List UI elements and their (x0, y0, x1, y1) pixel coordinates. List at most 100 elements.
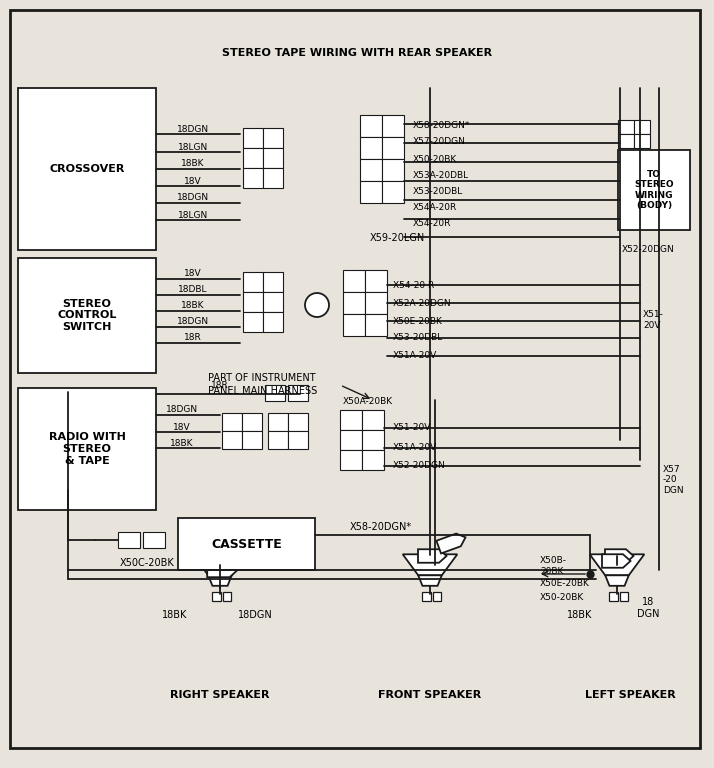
Text: X50B-
20BK: X50B- 20BK (540, 556, 567, 576)
Bar (243, 148, 263, 168)
Polygon shape (590, 554, 644, 575)
Bar (268, 431, 288, 449)
Text: X50E-20BK: X50E-20BK (393, 316, 443, 326)
Polygon shape (605, 575, 629, 586)
Bar (634, 120, 650, 134)
Bar (365, 292, 387, 314)
Bar (243, 272, 263, 292)
Bar (362, 450, 384, 470)
Text: 18DGN: 18DGN (166, 406, 198, 415)
Bar (340, 450, 362, 470)
Text: X59-20LGN: X59-20LGN (370, 233, 426, 243)
Bar (610, 592, 618, 601)
Bar (263, 292, 283, 312)
Bar (213, 592, 221, 601)
Text: 18BK: 18BK (181, 160, 205, 168)
Bar (365, 270, 387, 292)
Text: CROSSOVER: CROSSOVER (49, 164, 125, 174)
Text: 18V: 18V (184, 177, 202, 186)
Polygon shape (208, 549, 236, 563)
Bar (618, 134, 634, 148)
Bar (343, 314, 365, 336)
Text: STEREO
CONTROL
SWITCH: STEREO CONTROL SWITCH (57, 299, 116, 332)
Text: X53-20DBL: X53-20DBL (393, 333, 443, 343)
Bar (362, 430, 384, 450)
Bar (242, 413, 262, 431)
Text: X50-20BK: X50-20BK (540, 594, 584, 603)
Text: 18LGN: 18LGN (178, 210, 208, 220)
Text: 18BK: 18BK (568, 610, 593, 620)
Text: X53-20DBL: X53-20DBL (413, 187, 463, 196)
Text: X52A-20DGN: X52A-20DGN (393, 299, 452, 307)
Text: 18DBL: 18DBL (178, 286, 208, 294)
Text: X54A-20R: X54A-20R (413, 203, 457, 211)
Polygon shape (418, 549, 446, 563)
Bar (118, 532, 140, 548)
Text: 18DGN: 18DGN (238, 610, 272, 620)
Bar (340, 410, 362, 430)
Polygon shape (605, 549, 633, 563)
Bar (243, 292, 263, 312)
Text: X54-20R: X54-20R (413, 220, 451, 229)
Bar (18, 258, 156, 373)
Text: 18DGN: 18DGN (177, 194, 209, 203)
Bar (618, 150, 690, 230)
Bar (288, 385, 308, 401)
Bar (360, 115, 382, 137)
Text: X50A-20BK: X50A-20BK (343, 398, 393, 406)
Bar (288, 431, 308, 449)
Text: STEREO TAPE WIRING WITH REAR SPEAKER: STEREO TAPE WIRING WITH REAR SPEAKER (222, 48, 492, 58)
Bar (360, 159, 382, 181)
Polygon shape (207, 563, 238, 578)
Bar (263, 148, 283, 168)
Bar (362, 410, 384, 430)
Text: 18V: 18V (174, 422, 191, 432)
Bar (242, 431, 262, 449)
Text: CASSETTE: CASSETTE (211, 538, 282, 551)
Text: PART OF INSTRUMENT: PART OF INSTRUMENT (208, 373, 316, 383)
Text: X50C-20BK: X50C-20BK (120, 558, 175, 568)
Polygon shape (193, 554, 247, 575)
Bar (343, 270, 365, 292)
Bar (263, 272, 283, 292)
Bar (265, 385, 285, 401)
Bar (382, 137, 404, 159)
Text: 18R: 18R (184, 333, 202, 343)
Bar (343, 292, 365, 314)
Text: X57
-20
DGN: X57 -20 DGN (663, 465, 683, 495)
Text: 18
DGN: 18 DGN (637, 598, 659, 619)
Bar (18, 88, 156, 250)
Bar (382, 181, 404, 203)
Text: 18BK: 18BK (162, 610, 188, 620)
Polygon shape (602, 554, 630, 568)
Text: 18BK: 18BK (170, 439, 193, 448)
Bar (620, 592, 628, 601)
Bar (263, 312, 283, 332)
Bar (433, 592, 441, 601)
Bar (288, 413, 308, 431)
Text: X50-20BK: X50-20BK (413, 154, 457, 164)
Bar (263, 168, 283, 188)
Bar (340, 430, 362, 450)
Text: X58-20DGN*: X58-20DGN* (350, 522, 412, 532)
Text: X54-20 R: X54-20 R (393, 280, 434, 290)
Bar (382, 159, 404, 181)
Polygon shape (436, 534, 466, 554)
Text: 18DGN: 18DGN (177, 317, 209, 326)
Text: 18R: 18R (211, 382, 229, 390)
Bar (423, 592, 431, 601)
Bar (143, 532, 165, 548)
Bar (222, 431, 242, 449)
Text: X51-20V: X51-20V (393, 423, 431, 432)
Text: RADIO WITH
STEREO
& TAPE: RADIO WITH STEREO & TAPE (49, 432, 126, 465)
Text: 18V: 18V (184, 270, 202, 279)
Polygon shape (418, 575, 442, 586)
Polygon shape (403, 554, 457, 575)
Bar (243, 312, 263, 332)
Bar (268, 413, 288, 431)
Text: X51-
20V: X51- 20V (643, 310, 664, 329)
Bar (382, 115, 404, 137)
Bar (360, 181, 382, 203)
Text: PANEL MAIN HARNESS: PANEL MAIN HARNESS (208, 386, 317, 396)
Bar (634, 134, 650, 148)
